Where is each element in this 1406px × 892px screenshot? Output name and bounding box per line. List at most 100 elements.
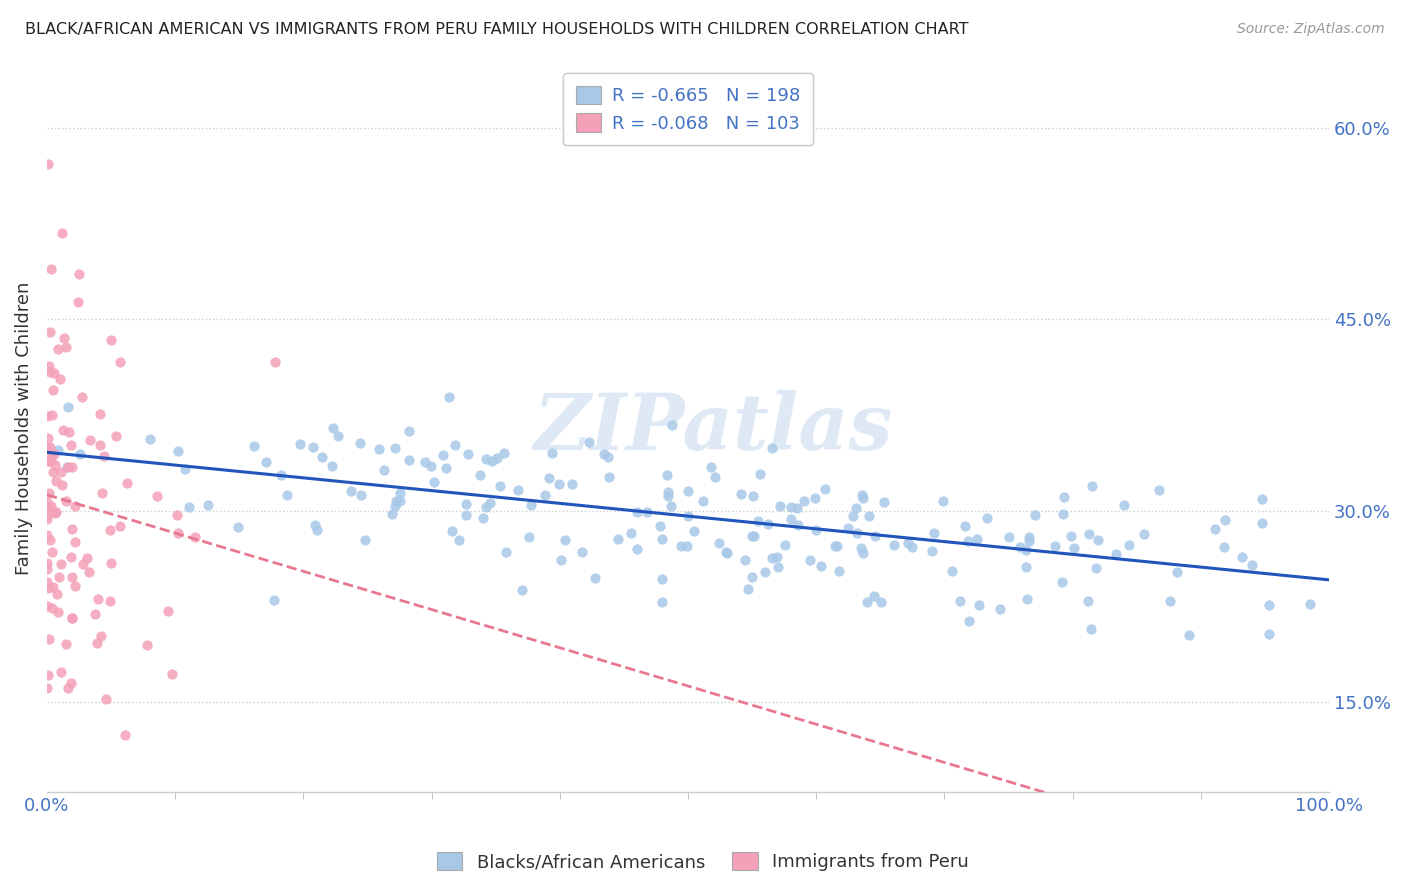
Point — [883, 538, 905, 552]
Point — [70, 390, 93, 404]
Point — [1133, 527, 1156, 541]
Point — [1015, 543, 1038, 558]
Point — [37, 512, 59, 526]
Point — [46, 587, 69, 601]
Point — [1112, 499, 1135, 513]
Point — [87, 591, 110, 606]
Point — [1118, 538, 1140, 552]
Point — [156, 604, 179, 618]
Point — [481, 454, 503, 468]
Point — [851, 491, 873, 505]
Point — [304, 518, 326, 533]
Point — [276, 488, 298, 502]
Point — [46, 443, 69, 458]
Point — [48, 570, 70, 584]
Point — [367, 442, 389, 456]
Point — [969, 599, 991, 613]
Point — [110, 518, 132, 533]
Point — [534, 488, 557, 502]
Point — [671, 539, 693, 553]
Point — [197, 498, 219, 512]
Point — [437, 390, 460, 404]
Point — [90, 629, 112, 643]
Point — [651, 572, 673, 586]
Point — [60, 611, 83, 625]
Point — [301, 440, 323, 454]
Point — [354, 533, 377, 547]
Point — [761, 550, 783, 565]
Point — [58, 425, 80, 439]
Point — [35, 528, 58, 542]
Point — [676, 508, 699, 523]
Point — [976, 511, 998, 525]
Point — [1149, 483, 1171, 497]
Point — [51, 466, 73, 480]
Point — [1250, 492, 1272, 507]
Point — [468, 467, 491, 482]
Point — [756, 517, 779, 532]
Point — [873, 495, 896, 509]
Point — [423, 475, 446, 489]
Point — [676, 484, 699, 499]
Point — [328, 429, 350, 443]
Point — [35, 599, 58, 613]
Point — [1213, 513, 1236, 527]
Point — [472, 511, 495, 525]
Point — [89, 437, 111, 451]
Point — [1212, 540, 1234, 554]
Point — [704, 470, 727, 484]
Point — [1010, 540, 1032, 554]
Point — [1053, 490, 1076, 504]
Point — [730, 486, 752, 500]
Point — [741, 529, 763, 543]
Point — [184, 530, 207, 544]
Point — [60, 460, 83, 475]
Point — [737, 582, 759, 596]
Point — [1087, 533, 1109, 548]
Point — [683, 524, 706, 538]
Point — [56, 459, 79, 474]
Point — [510, 583, 533, 598]
Point — [384, 441, 406, 455]
Point — [1060, 529, 1083, 543]
Point — [787, 517, 810, 532]
Text: ZIPatlas: ZIPatlas — [534, 390, 893, 467]
Point — [35, 409, 58, 423]
Point — [1299, 597, 1322, 611]
Point — [1015, 591, 1038, 606]
Point — [389, 494, 412, 508]
Point — [456, 508, 478, 523]
Point — [571, 545, 593, 559]
Point — [55, 637, 77, 651]
Point — [827, 539, 849, 553]
Point — [1024, 508, 1046, 523]
Point — [56, 460, 79, 475]
Point — [174, 462, 197, 476]
Point — [35, 495, 58, 509]
Point — [52, 331, 75, 345]
Point — [748, 467, 770, 481]
Point — [83, 607, 105, 622]
Point — [1077, 527, 1099, 541]
Point — [841, 508, 863, 523]
Point — [901, 540, 924, 554]
Point — [486, 450, 509, 465]
Point — [311, 450, 333, 465]
Point — [49, 557, 72, 571]
Point — [550, 553, 572, 567]
Point — [849, 541, 872, 555]
Point — [37, 681, 59, 696]
Point — [747, 514, 769, 528]
Point — [388, 485, 411, 500]
Point — [72, 558, 94, 572]
Point — [636, 505, 658, 519]
Point — [922, 526, 945, 541]
Point — [441, 524, 464, 538]
Point — [49, 665, 72, 680]
Point — [957, 614, 980, 628]
Point — [734, 552, 756, 566]
Point — [494, 446, 516, 460]
Point — [38, 325, 60, 339]
Point — [228, 520, 250, 534]
Point — [434, 460, 457, 475]
